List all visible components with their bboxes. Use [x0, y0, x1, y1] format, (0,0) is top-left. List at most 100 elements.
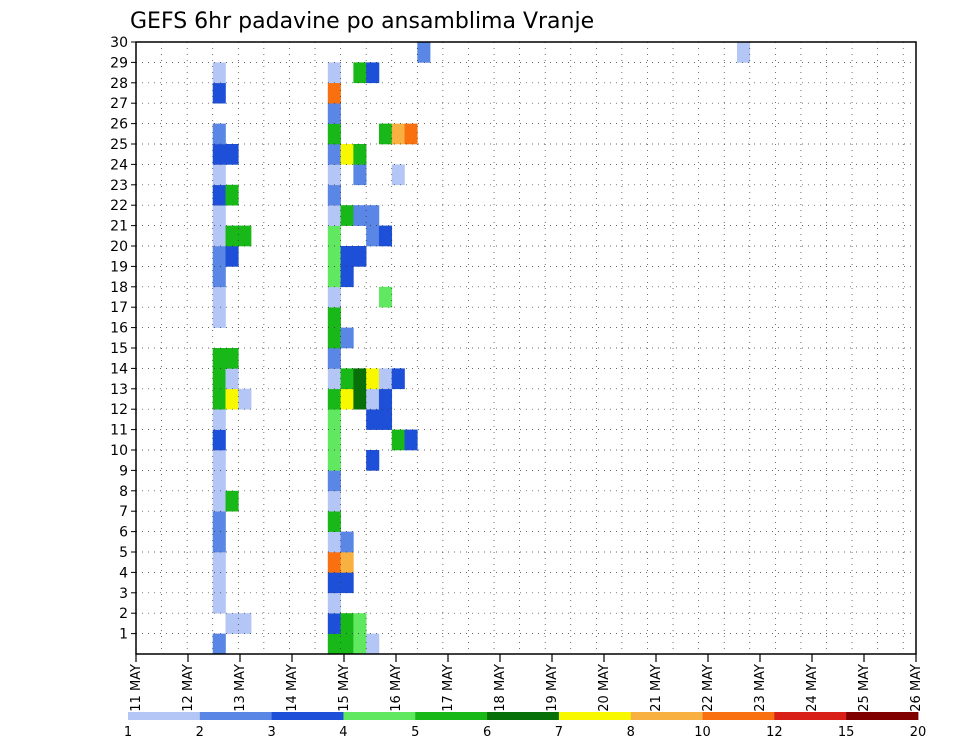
heatmap-cell	[327, 429, 341, 451]
y-axis: 1234567891011121314151617181920212223242…	[110, 35, 136, 643]
heatmap-cell	[353, 613, 367, 634]
heatmap-cell	[340, 633, 354, 655]
heatmap-cell	[327, 490, 341, 512]
x-tick-label: 22 MAY	[701, 664, 716, 712]
y-tick-label: 22	[110, 198, 128, 214]
legend-label: 20	[910, 725, 927, 740]
heatmap-cell	[353, 246, 367, 267]
heatmap-cell	[366, 205, 380, 226]
heatmap-cell	[327, 368, 341, 390]
heatmap-cell	[327, 450, 341, 471]
y-tick-label: 11	[110, 423, 128, 439]
x-tick-label: 18 MAY	[493, 664, 508, 712]
heatmap-cell	[212, 429, 226, 451]
heatmap-cell	[391, 123, 405, 145]
y-tick-label: 10	[110, 443, 128, 459]
heatmap-cell	[353, 144, 367, 165]
y-tick-label: 8	[119, 484, 128, 500]
heatmap-cell	[391, 368, 405, 390]
y-tick-label: 26	[110, 117, 128, 133]
heatmap-cell	[366, 633, 380, 655]
heatmap-cell	[327, 286, 341, 308]
x-tick-label: 23 MAY	[753, 664, 768, 712]
heatmap-cell	[212, 266, 226, 288]
y-tick-label: 20	[110, 239, 128, 255]
heatmap-cell	[327, 164, 341, 186]
x-tick-label: 16 MAY	[389, 664, 404, 712]
legend-label: 6	[483, 725, 491, 740]
heatmap-cell	[225, 225, 239, 247]
x-tick-label: 20 MAY	[597, 664, 612, 712]
heatmap-cell	[327, 225, 341, 247]
heatmap-cell	[212, 144, 226, 165]
heatmap-cell	[212, 531, 226, 553]
heatmap-cell	[212, 388, 226, 410]
heatmap-cell	[404, 429, 418, 451]
legend-label: 12	[766, 725, 783, 740]
heatmap-cell	[238, 388, 252, 410]
heatmap-cell	[366, 368, 380, 390]
heatmap-cell	[353, 633, 367, 655]
heatmap-cell	[353, 388, 367, 410]
heatmap-cell	[340, 246, 354, 267]
heatmap-cell	[327, 307, 341, 328]
heatmap-cell	[327, 246, 341, 267]
heatmap-cell	[340, 531, 354, 553]
legend-swatch	[415, 712, 488, 720]
heatmap-cell	[340, 205, 354, 226]
heatmap-cell	[353, 368, 367, 390]
heatmap-cell	[212, 572, 226, 594]
heatmap-cell	[391, 429, 405, 451]
heatmap-cell	[366, 409, 380, 430]
x-axis: 11 MAY 12 MAY 13 MAY 14 MAY 15 MAY 16 MAY 17 M…	[129, 654, 924, 712]
x-tick-label: 21 MAY	[649, 664, 664, 712]
heatmap-cell	[327, 327, 341, 349]
x-tick-label: 19 MAY	[545, 664, 560, 712]
chart-title: GEFS 6hr padavine po ansamblima Vranje	[130, 9, 594, 34]
heatmap-cell	[225, 348, 239, 369]
x-tick-label: 15 MAY	[337, 664, 352, 712]
heatmap-cell	[353, 205, 367, 226]
legend-label: 2	[196, 725, 204, 740]
x-tick-label: 17 MAY	[441, 664, 456, 712]
heatmap-cell	[378, 286, 393, 308]
heatmap-cell	[340, 144, 354, 165]
color-legend: 1 2 3 4 5 6 7 8 10 12 15 20	[124, 712, 926, 740]
y-tick-label: 4	[119, 565, 128, 581]
heatmap-cell	[391, 164, 405, 186]
heatmap-cell	[327, 266, 341, 288]
heatmap-cell	[212, 225, 226, 247]
x-tick-label: 12 MAY	[181, 664, 196, 712]
x-tick-label: 14 MAY	[285, 664, 300, 712]
legend-swatch	[630, 712, 703, 720]
heatmap-cells	[212, 42, 751, 655]
heatmap-cell	[340, 368, 354, 390]
heatmap-cell	[327, 123, 341, 145]
y-tick-label: 17	[110, 300, 128, 316]
y-tick-label: 5	[119, 545, 128, 561]
legend-label: 3	[267, 725, 275, 740]
heatmap-cell	[327, 103, 341, 124]
heatmap-cell	[327, 184, 341, 206]
heatmap-cell	[378, 368, 393, 390]
legend-swatch	[343, 712, 416, 720]
heatmap-cell	[366, 388, 380, 410]
heatmap-cell	[238, 613, 252, 634]
y-tick-label: 6	[119, 525, 128, 541]
heatmap-cell	[212, 246, 226, 267]
heatmap-cell	[225, 368, 239, 390]
legend-label: 8	[627, 725, 635, 740]
y-tick-label: 18	[110, 280, 128, 296]
x-tick-label: 26 MAY	[909, 664, 924, 712]
heatmap-cell	[212, 286, 226, 308]
y-tick-label: 25	[110, 137, 128, 153]
heatmap-cell	[417, 42, 431, 63]
legend-label: 1	[124, 725, 132, 740]
heatmap-cell	[327, 511, 341, 532]
legend-swatch	[199, 712, 273, 720]
legend-swatch	[702, 712, 775, 720]
heatmap-cell	[225, 388, 239, 410]
heatmap-cell	[378, 123, 393, 145]
y-tick-label: 3	[119, 586, 128, 602]
x-tick-label: 24 MAY	[805, 664, 820, 712]
